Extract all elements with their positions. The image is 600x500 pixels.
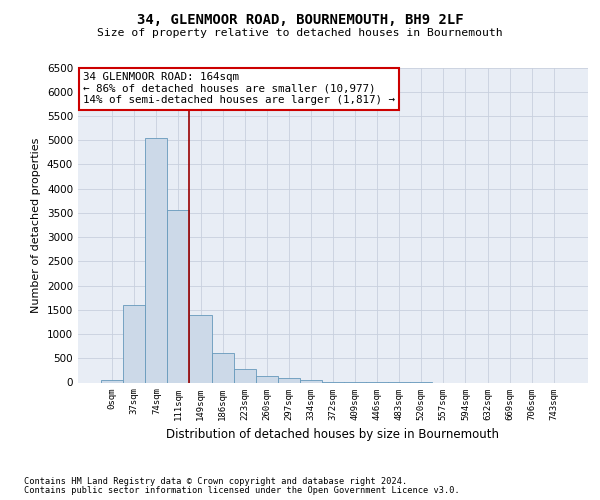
Text: 34, GLENMOOR ROAD, BOURNEMOUTH, BH9 2LF: 34, GLENMOOR ROAD, BOURNEMOUTH, BH9 2LF [137,12,463,26]
X-axis label: Distribution of detached houses by size in Bournemouth: Distribution of detached houses by size … [167,428,499,441]
Bar [256,376,278,382]
Bar [145,138,167,382]
Bar [300,380,322,382]
Bar [212,354,233,382]
Text: 34 GLENMOOR ROAD: 164sqm
← 86% of detached houses are smaller (10,977)
14% of se: 34 GLENMOOR ROAD: 164sqm ← 86% of detach… [83,72,395,106]
Text: Contains public sector information licensed under the Open Government Licence v3: Contains public sector information licen… [24,486,460,495]
Bar [278,378,300,382]
Bar [190,314,212,382]
Bar [167,210,190,382]
Bar [101,380,123,382]
Bar [123,305,145,382]
Bar [233,370,256,382]
Text: Size of property relative to detached houses in Bournemouth: Size of property relative to detached ho… [97,28,503,38]
Text: Contains HM Land Registry data © Crown copyright and database right 2024.: Contains HM Land Registry data © Crown c… [24,477,407,486]
Y-axis label: Number of detached properties: Number of detached properties [31,138,41,312]
